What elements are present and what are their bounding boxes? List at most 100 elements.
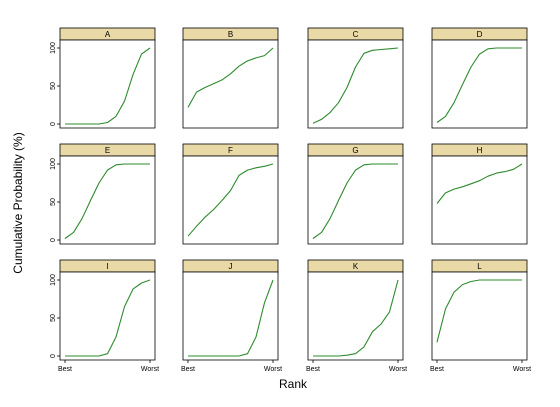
data-point [107, 170, 108, 171]
data-point [264, 302, 265, 303]
data-point [196, 226, 197, 227]
panel-h: H [431, 143, 528, 245]
data-point [329, 355, 330, 356]
data-point [372, 163, 373, 164]
data-point [98, 123, 99, 124]
panel-label: B [228, 30, 233, 39]
data-point [355, 170, 356, 171]
data-point [312, 123, 313, 124]
data-point [255, 167, 256, 168]
y-tick-label: 0 [50, 354, 57, 358]
data-point [221, 355, 222, 356]
x-axis-title: Rank [279, 377, 308, 391]
data-point [329, 112, 330, 113]
data-point [196, 355, 197, 356]
data-point [230, 190, 231, 191]
series-line [65, 279, 151, 357]
data-point [149, 47, 150, 48]
panel-frame [431, 155, 528, 245]
data-point [90, 123, 91, 124]
data-point [372, 331, 373, 332]
data-point [73, 123, 74, 124]
data-point [521, 163, 522, 164]
data-point [149, 279, 150, 280]
panel-label: D [477, 30, 483, 39]
panel-label: L [477, 262, 482, 271]
data-point [204, 217, 205, 218]
panel-d: D [431, 27, 528, 129]
data-point [187, 355, 188, 356]
data-point [141, 163, 142, 164]
data-point [264, 55, 265, 56]
data-point [272, 47, 273, 48]
y-tick-label: 100 [50, 42, 57, 54]
data-point [445, 116, 446, 117]
data-point [355, 353, 356, 354]
panel-frame [307, 271, 404, 361]
data-point [221, 200, 222, 201]
data-point [132, 289, 133, 290]
data-point [115, 116, 116, 117]
panel-frame [431, 271, 528, 361]
data-point [363, 164, 364, 165]
y-tick-label: 50 [50, 198, 57, 206]
data-point [238, 66, 239, 67]
data-point [496, 47, 497, 48]
panel-e: E 0 50 100 [50, 143, 156, 245]
series-line [187, 163, 274, 237]
data-point [264, 166, 265, 167]
panel-frame [182, 271, 279, 361]
series-line [312, 47, 399, 124]
data-point [389, 311, 390, 312]
data-point [445, 192, 446, 193]
data-point [321, 355, 322, 356]
data-point [462, 84, 463, 85]
panel-frame [59, 271, 156, 361]
data-point [238, 175, 239, 176]
data-point [247, 170, 248, 171]
data-point [462, 284, 463, 285]
data-point [487, 48, 488, 49]
panel-label: J [229, 262, 233, 271]
data-point [453, 102, 454, 103]
data-point [397, 279, 398, 280]
data-point [521, 279, 522, 280]
data-point [204, 87, 205, 88]
panel-k: K Best Worst [306, 259, 407, 373]
panel-label: H [477, 146, 483, 155]
data-point [247, 60, 248, 61]
data-point [230, 73, 231, 74]
data-point [470, 183, 471, 184]
data-point [355, 66, 356, 67]
panel-i: I 0 50 100 Best Worst [50, 259, 159, 373]
data-point [141, 282, 142, 283]
data-point [73, 232, 74, 233]
series-line [436, 163, 523, 204]
panel-label: E [105, 146, 110, 155]
data-point [487, 176, 488, 177]
data-point [81, 123, 82, 124]
panel-label: K [353, 262, 359, 271]
x-tick-label: Worst [264, 366, 282, 373]
data-point [389, 163, 390, 164]
y-axis-title: Cumulative Probability (%) [11, 132, 25, 273]
x-tick-label: Best [430, 366, 444, 373]
data-point [73, 355, 74, 356]
data-point [115, 164, 116, 165]
panel-label: I [106, 262, 108, 271]
x-tick-label: Best [306, 366, 320, 373]
panel-j: J Best Worst [181, 259, 282, 373]
data-point [124, 306, 125, 307]
data-point [98, 182, 99, 183]
x-tick-label: Worst [141, 366, 159, 373]
data-point [115, 336, 116, 337]
data-point [504, 47, 505, 48]
y-tick-label: 50 [50, 82, 57, 90]
series-line [187, 47, 274, 108]
data-point [445, 308, 446, 309]
data-point [453, 189, 454, 190]
data-point [124, 163, 125, 164]
data-point [436, 203, 437, 204]
data-point [479, 54, 480, 55]
data-point [64, 123, 65, 124]
